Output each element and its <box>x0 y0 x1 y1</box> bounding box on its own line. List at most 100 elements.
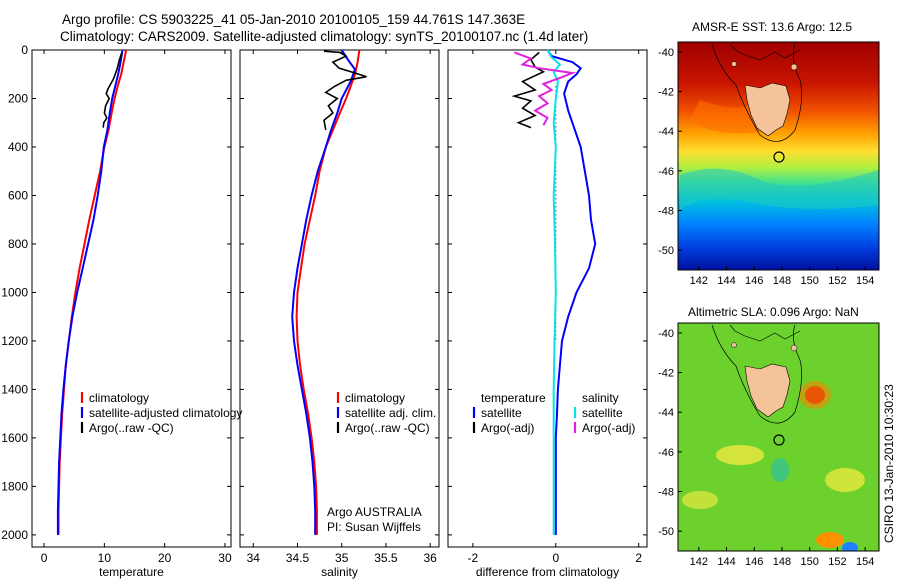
csiro-timestamp: CSIRO 13-Jan-2010 10:30:23 <box>882 384 896 543</box>
depth-tick-label: 1800 <box>1 479 28 493</box>
depth-tick-label: 0 <box>21 43 28 57</box>
depth-tick-label: 1600 <box>1 431 28 445</box>
pi-name-label: PI: Susan Wijffels <box>327 520 421 534</box>
figure-title-line2: Climatology: CARS2009. Satellite-adjuste… <box>60 29 588 44</box>
sst_map-lat-label: -44 <box>658 126 674 138</box>
sst_map-lat-label: -42 <box>658 87 674 99</box>
salinity-series-line <box>291 49 357 535</box>
difference-panel-frame <box>447 49 648 548</box>
sla_map-lat-label: -48 <box>658 487 674 499</box>
sla-bathymetry-contour <box>711 324 802 424</box>
depth-tick-label: 2000 <box>1 528 28 542</box>
sla-low-patch <box>842 542 858 551</box>
sst-mainland-coast <box>729 43 801 61</box>
sst-cool-patch <box>680 168 879 210</box>
sst-bathymetry-contour <box>711 43 802 142</box>
sst-map: AMSR-E SST: 13.6 Argo: 12.5 <box>677 20 880 271</box>
sla_map-lat-label: -40 <box>658 328 674 340</box>
sst_map-lon-label: 150 <box>801 275 819 287</box>
sla-flinders-island <box>790 344 798 352</box>
sst-flinders-island <box>790 63 798 71</box>
sst_map-lat-label: -50 <box>658 245 674 257</box>
sla-tasmania-land <box>744 363 791 418</box>
sst_map-lat-label: -48 <box>658 206 674 218</box>
difference-legend-salinity-header: salinity <box>582 391 619 405</box>
salinity-xtick-label: 34.5 <box>286 551 310 565</box>
temperature-xtick-label: 10 <box>98 551 112 565</box>
difference-xtick-label: -2 <box>468 551 479 565</box>
depth-tick-label: 1400 <box>1 382 28 396</box>
temperature-xlabel: temperature <box>99 565 164 579</box>
sst_map-lon-label: 154 <box>856 275 874 287</box>
sla-field <box>678 323 879 551</box>
sla-yellow-patch-3 <box>682 491 718 509</box>
sla-high-patch-2 <box>816 532 844 548</box>
depth-tick-label: 1200 <box>1 334 28 348</box>
salinity-xtick-label: 35 <box>335 551 349 565</box>
sla_map-lon-label: 154 <box>856 556 874 568</box>
difference-legend-sal-argo-label: Argo(-adj) <box>582 421 635 435</box>
sla-yellow-patch-1 <box>716 445 764 465</box>
sla-yellow-patch-2 <box>825 468 865 492</box>
temperature-legend-label: Argo(..raw -QC) <box>89 421 174 435</box>
sla_map-lon-label: 148 <box>773 556 791 568</box>
temperature-legend-label: climatology <box>89 391 149 405</box>
sla_map-lat-label: -42 <box>658 368 674 380</box>
sla_map-lat-label: -44 <box>658 407 674 419</box>
temperature-xtick-label: 20 <box>158 551 172 565</box>
difference-series-line <box>546 49 562 535</box>
sst_map-lon-label: 144 <box>717 275 735 287</box>
depth-tick-label: 400 <box>8 140 28 154</box>
difference-series-line <box>513 51 577 126</box>
temperature-legend-label: satellite-adjusted climatology <box>89 406 242 420</box>
sst_map-lat-label: -46 <box>658 166 674 178</box>
temperature-xtick-label: 30 <box>218 551 232 565</box>
sst-field <box>678 42 879 270</box>
sla-map: Altimetric SLA: 0.096 Argo: NaN <box>677 305 880 552</box>
difference-xtick-label: 2 <box>635 551 642 565</box>
depth-tick-label: 200 <box>8 91 28 105</box>
depth-tick-label: 800 <box>8 237 28 251</box>
sst-float-marker <box>773 151 785 163</box>
argo-agency-label: Argo AUSTRALIA <box>327 505 422 519</box>
sla_map-lon-label: 152 <box>828 556 846 568</box>
difference-xlabel: difference from climatology <box>476 565 619 579</box>
sst-map-title: AMSR-E SST: 13.6 Argo: 12.5 <box>692 20 852 34</box>
sla_map-lon-label: 146 <box>745 556 763 568</box>
sla-mainland-coast <box>729 324 801 342</box>
difference-legend-temp-satellite-label: satellite <box>481 406 522 420</box>
sla-float-marker <box>773 434 785 446</box>
depth-tick-label: 1000 <box>1 285 28 299</box>
temperature-panel-frame <box>31 49 232 548</box>
sla_map-lon-label: 142 <box>690 556 708 568</box>
sst-king-island <box>731 61 737 67</box>
salinity-legend-label: Argo(..raw -QC) <box>345 421 430 435</box>
profile-plots: 0 10 20 30020040060080010001200140016001800… <box>1 43 874 579</box>
figure-title-line1: Argo profile: CS 5903225_41 05-Jan-2010 … <box>62 12 525 27</box>
sla-teal-patch <box>771 458 789 482</box>
sla-king-island <box>731 342 737 348</box>
difference-legend-sal-satellite-label: satellite <box>582 406 623 420</box>
temperature-series-line <box>102 52 123 128</box>
sst-tasmania-land <box>744 82 791 137</box>
salinity-series-line <box>295 49 361 535</box>
salinity-panel-frame <box>239 49 440 548</box>
salinity-xtick-label: 34 <box>247 551 261 565</box>
difference-legend-temperature-header: temperature <box>481 391 546 405</box>
difference-legend-temp-argo-label: Argo(-adj) <box>481 421 534 435</box>
sla_map-lon-label: 144 <box>717 556 735 568</box>
temperature-series-line <box>56 49 124 535</box>
temperature-xtick-label: 0 <box>41 551 48 565</box>
sla_map-lat-label: -50 <box>658 526 674 538</box>
difference-series-line <box>511 51 546 129</box>
sla-high-halo-1 <box>799 381 831 409</box>
depth-tick-label: 600 <box>8 188 28 202</box>
sst_map-lat-label: -40 <box>658 47 674 59</box>
sst_map-lon-label: 148 <box>773 275 791 287</box>
difference-xtick-label: 0 <box>552 551 559 565</box>
sst-map-frame <box>677 41 880 271</box>
sla-map-title: Altimetric SLA: 0.096 Argo: NaN <box>688 305 859 319</box>
sla-map-frame <box>677 322 880 552</box>
sst_map-lon-label: 146 <box>745 275 763 287</box>
